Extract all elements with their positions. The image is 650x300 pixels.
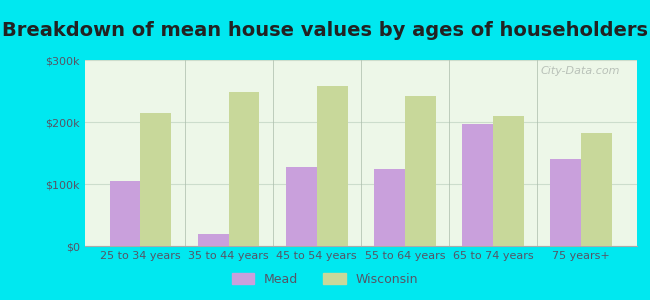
Bar bbox=[405, 96, 436, 246]
Bar bbox=[493, 116, 524, 246]
Bar bbox=[317, 86, 348, 246]
Bar bbox=[462, 124, 493, 246]
Text: City-Data.com: City-Data.com bbox=[541, 66, 620, 76]
Legend: Mead, Wisconsin: Mead, Wisconsin bbox=[227, 268, 423, 291]
Bar bbox=[198, 234, 229, 246]
Bar bbox=[374, 169, 405, 246]
Bar bbox=[110, 181, 140, 246]
Text: Breakdown of mean house values by ages of householders: Breakdown of mean house values by ages o… bbox=[2, 21, 648, 40]
Bar bbox=[140, 113, 172, 246]
Bar bbox=[581, 133, 612, 246]
Bar bbox=[550, 159, 581, 246]
Bar bbox=[286, 167, 317, 246]
Bar bbox=[229, 92, 259, 246]
